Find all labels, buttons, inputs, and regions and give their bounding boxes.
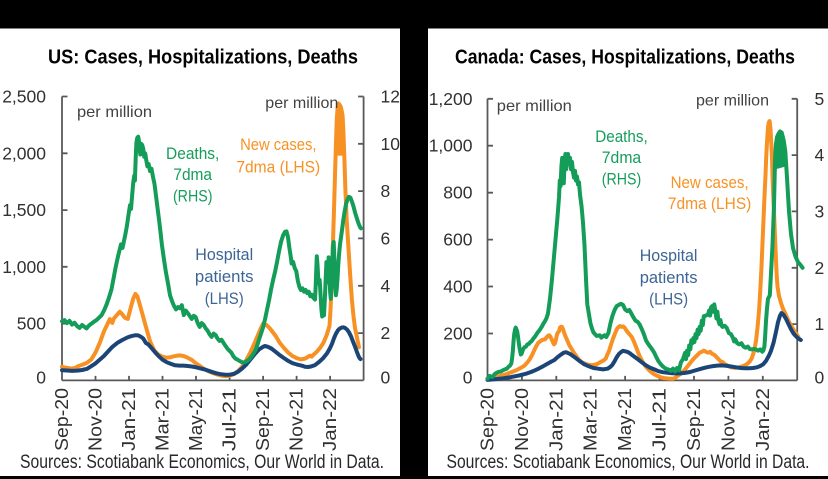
svg-text:0: 0 (381, 367, 391, 387)
svg-text:(LHS): (LHS) (649, 291, 688, 309)
svg-text:per million: per million (265, 95, 338, 112)
svg-text:(RHS): (RHS) (602, 170, 641, 188)
svg-text:Nov-20: Nov-20 (511, 388, 532, 451)
svg-text:Nov-20: Nov-20 (85, 388, 106, 451)
svg-text:1,000: 1,000 (2, 257, 46, 277)
svg-text:Hospital: Hospital (195, 246, 253, 264)
svg-text:US: Cases, Hospitalizations, D: US: Cases, Hospitalizations, Deaths (48, 47, 358, 69)
svg-text:Jan-22: Jan-22 (319, 388, 340, 451)
svg-text:7dma (LHS): 7dma (LHS) (668, 195, 751, 213)
svg-text:Sources: Scotiabank Economics,: Sources: Scotiabank Economics, Our World… (447, 452, 810, 473)
svg-text:(RHS): (RHS) (173, 188, 213, 206)
svg-text:500: 500 (17, 314, 46, 334)
svg-text:600: 600 (443, 230, 472, 250)
svg-text:New cases,: New cases, (671, 174, 749, 192)
svg-text:Jan-21: Jan-21 (118, 388, 139, 451)
svg-text:0: 0 (815, 367, 825, 387)
svg-text:Jan-22: Jan-22 (752, 388, 773, 451)
svg-text:Sep-21: Sep-21 (252, 388, 273, 451)
svg-text:200: 200 (443, 324, 472, 344)
svg-text:0: 0 (463, 367, 473, 387)
svg-text:Jul-21: Jul-21 (219, 388, 240, 451)
svg-text:8: 8 (381, 181, 391, 201)
svg-text:1,000: 1,000 (429, 136, 473, 156)
svg-text:10: 10 (381, 134, 401, 154)
svg-text:Deaths,: Deaths, (595, 128, 648, 146)
svg-text:Nov-21: Nov-21 (717, 388, 738, 451)
svg-text:2,500: 2,500 (2, 87, 46, 107)
svg-text:1: 1 (815, 314, 825, 334)
svg-text:4: 4 (381, 276, 391, 296)
svg-text:2: 2 (381, 323, 391, 343)
svg-text:per million: per million (77, 104, 152, 121)
svg-text:0: 0 (36, 367, 46, 387)
svg-text:Sep-20: Sep-20 (477, 388, 498, 451)
svg-text:7dma: 7dma (602, 149, 642, 167)
svg-text:(LHS): (LHS) (205, 290, 244, 308)
svg-text:5: 5 (815, 89, 825, 109)
svg-text:Sep-21: Sep-21 (683, 388, 704, 451)
svg-text:12: 12 (381, 87, 400, 107)
svg-text:per million: per million (497, 98, 572, 115)
svg-text:6: 6 (381, 228, 391, 248)
svg-text:Sources: Scotiabank Economics,: Sources: Scotiabank Economics, Our World… (20, 452, 384, 473)
svg-text:Jan-21: Jan-21 (545, 388, 566, 451)
svg-text:7dma: 7dma (173, 166, 212, 184)
svg-text:1,500: 1,500 (2, 200, 46, 220)
svg-text:Canada: Cases, Hospitalization: Canada: Cases, Hospitalizations, Deaths (455, 47, 795, 69)
svg-text:Mar-21: Mar-21 (152, 388, 173, 451)
svg-text:400: 400 (443, 277, 472, 297)
svg-text:New cases,: New cases, (240, 136, 316, 154)
svg-text:800: 800 (443, 183, 472, 203)
svg-text:Mar-21: Mar-21 (580, 388, 601, 451)
svg-text:per million: per million (696, 93, 769, 110)
svg-text:7dma (LHS): 7dma (LHS) (236, 158, 320, 176)
svg-text:May-21: May-21 (614, 388, 635, 451)
svg-text:Jul-21: Jul-21 (649, 388, 670, 451)
svg-text:3: 3 (815, 201, 825, 221)
svg-text:Hospital: Hospital (640, 247, 698, 265)
svg-text:Nov-21: Nov-21 (286, 388, 307, 451)
svg-text:patients: patients (640, 269, 698, 287)
svg-text:Sep-20: Sep-20 (51, 388, 72, 451)
svg-text:4: 4 (815, 145, 825, 165)
svg-text:2: 2 (815, 258, 825, 278)
svg-text:2,000: 2,000 (2, 143, 46, 163)
svg-text:May-21: May-21 (185, 388, 206, 451)
svg-text:Deaths,: Deaths, (166, 145, 219, 163)
svg-text:patients: patients (195, 268, 254, 286)
svg-text:1,200: 1,200 (429, 89, 473, 109)
